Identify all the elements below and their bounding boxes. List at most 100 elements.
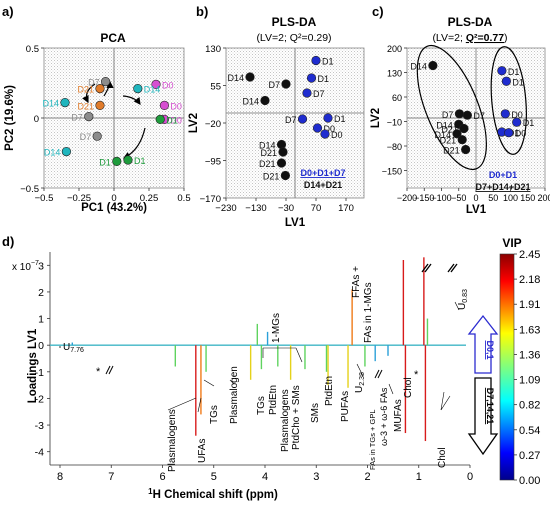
data-point xyxy=(95,100,105,110)
annotation-ffas: FFAs + xyxy=(351,266,362,298)
colorbar-tick-label: 2.45 xyxy=(519,249,540,261)
data-point xyxy=(133,83,143,94)
data-point xyxy=(297,114,308,124)
data-point-label: D0 xyxy=(331,130,343,140)
x-tick-label: 4 xyxy=(262,471,268,483)
y-tick-label: 60 xyxy=(392,93,402,103)
x-tick-label: −150 xyxy=(414,193,434,203)
data-point xyxy=(61,147,72,157)
annotation-1mgs: 1-MGs xyxy=(271,313,282,343)
x-tick-label: 3 xyxy=(313,471,319,483)
annotation-ufas: UFAs xyxy=(197,439,208,463)
y-tick-label: −10 xyxy=(387,118,402,128)
panel-a-label: a) xyxy=(2,4,14,19)
y-tick-label: −95 xyxy=(205,157,221,168)
x-tick-label: −50 xyxy=(451,193,466,203)
data-point xyxy=(245,72,255,82)
annotation-star-2: * xyxy=(414,369,419,381)
annotation-u776: U7.76 xyxy=(63,342,84,354)
data-point-label: D7 xyxy=(80,132,92,142)
y-tick-label: −170 xyxy=(200,194,221,205)
data-point-label: D21 xyxy=(260,148,277,158)
panel-c-legend-group2: D7+D14+D21 xyxy=(475,182,530,192)
y-tick-label: 0 xyxy=(34,114,39,125)
data-point-label: D0 xyxy=(515,129,527,139)
plsda-panel-b: b) PLS-DA (LV=2; Q²=0.29) −230 −130 −30 70 1… xyxy=(188,4,365,229)
data-point xyxy=(100,76,111,87)
data-point-label: D7 xyxy=(442,110,454,120)
data-point xyxy=(501,76,511,86)
data-point-label: D14 xyxy=(242,97,259,107)
x-tick-label: 2 xyxy=(364,471,370,483)
x-tick-label: 0 xyxy=(111,193,116,204)
x-tick-label: −100 xyxy=(431,193,451,203)
data-point xyxy=(312,123,323,133)
data-point xyxy=(462,110,472,120)
panel-c-label: c) xyxy=(372,4,384,19)
annotation-u238: U2.38 xyxy=(354,372,366,393)
plsda-panel-c: c) PLS-DA (LV=2; Q²=0.77) −200−150−100 −5… xyxy=(370,4,550,216)
x-tick-label: 0 xyxy=(473,193,478,203)
data-point xyxy=(452,129,462,139)
x-tick-label: 150 xyxy=(520,193,535,203)
data-point-label: D1 xyxy=(512,77,524,87)
data-point-label: D14 xyxy=(144,85,161,95)
annotation-chol-1: Chol xyxy=(403,377,414,398)
data-point xyxy=(454,109,465,119)
data-point-label: D0 xyxy=(324,124,336,134)
data-point-label: D1 xyxy=(508,128,520,138)
annotation-plasmalogens-1: Plasmalogens xyxy=(167,409,178,472)
y-tick-label: 0.5 xyxy=(26,44,39,55)
panel-b-label: b) xyxy=(196,4,208,19)
data-point xyxy=(306,73,317,83)
group-arrow-up: D0,1 xyxy=(467,314,499,374)
data-point xyxy=(281,79,291,89)
panel-d-label: d) xyxy=(2,234,14,249)
data-point xyxy=(278,147,288,157)
x-tick-label: 70 xyxy=(311,203,322,214)
x-tick-label: −130 xyxy=(245,203,266,214)
panel-b-xlabel: LV1 xyxy=(285,217,306,229)
y-tick-label: 2 xyxy=(38,287,44,299)
group-arrow-up-label: D0,1 xyxy=(485,340,495,359)
data-point-label: D14 xyxy=(42,99,59,109)
annotation-mufas: MUFAs xyxy=(393,399,404,432)
colorbar-title: VIP xyxy=(502,236,521,250)
colorbar-tick-label: 0.54 xyxy=(519,425,540,437)
annotation-plasmalogens-2: Plasmalogens xyxy=(280,389,291,452)
data-point-label: D21 xyxy=(77,85,94,95)
axis-break-marks xyxy=(105,263,458,379)
data-point xyxy=(151,79,161,89)
annotation-u083: U0.83 xyxy=(457,289,469,310)
x-tick-label: 5 xyxy=(211,471,217,483)
panel-b-title: PLS-DA xyxy=(272,15,317,29)
colorbar-tick-label: 0.82 xyxy=(519,400,540,412)
annotation-pufas: PUFAs xyxy=(340,391,351,422)
data-point xyxy=(323,113,333,123)
data-point-label: D7 xyxy=(268,80,280,90)
data-point-label: D7 xyxy=(285,115,297,125)
x-tick-label: 6 xyxy=(159,471,165,483)
data-point xyxy=(302,88,312,98)
data-point-label: D1 xyxy=(322,57,334,67)
data-point-label: D0 xyxy=(162,80,174,90)
data-point xyxy=(461,144,471,155)
data-point-label: D14 xyxy=(410,62,427,72)
data-point xyxy=(459,123,469,134)
data-point xyxy=(155,114,165,124)
x-tick-label: 0.25 xyxy=(140,193,159,204)
panel-a-ylabel: PC2 (19.6%) xyxy=(4,85,16,151)
y-tick-label: 3 xyxy=(38,260,44,272)
ellipse-group-early xyxy=(490,46,527,155)
data-point-label: D21 xyxy=(263,172,280,182)
panel-c-legend-group1: D0+D1 xyxy=(489,170,517,180)
colorbar xyxy=(499,253,515,481)
x-tick-label: 100 xyxy=(503,193,518,203)
data-point-label: D14 xyxy=(259,141,276,151)
data-point-label: D1 xyxy=(99,157,111,167)
data-point-label: D21 xyxy=(443,146,460,156)
y-tick-label: −0.5 xyxy=(20,184,39,195)
data-point xyxy=(159,100,169,110)
data-point-label: D1 xyxy=(523,118,535,128)
